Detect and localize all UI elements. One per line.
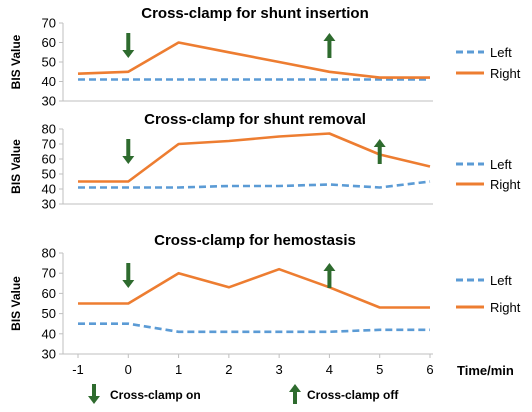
legend-label: Left bbox=[490, 273, 512, 288]
y-axis-label: BIS Value bbox=[9, 276, 23, 331]
x-tick-label: 3 bbox=[276, 362, 283, 377]
chart-panel: Cross-clamp for shunt insertion BIS Value… bbox=[9, 5, 521, 109]
legend-label: Right bbox=[490, 66, 521, 81]
chart-title: Cross-clamp for hemostasis bbox=[154, 232, 356, 249]
x-tick-label: 2 bbox=[225, 362, 232, 377]
chart-title: Cross-clamp for shunt insertion bbox=[141, 5, 369, 22]
legend-label: Left bbox=[490, 45, 512, 60]
chart-panel: Cross-clamp for hemostasis BIS Value 30 40 5… bbox=[9, 232, 521, 362]
y-tick-label: 40 bbox=[42, 182, 56, 197]
x-tick-label: 0 bbox=[125, 362, 132, 377]
series-line-left bbox=[78, 180, 431, 189]
y-tick-label: 80 bbox=[42, 122, 56, 137]
up-arrow-icon bbox=[289, 384, 301, 404]
clamp-off-arrow-icon bbox=[373, 139, 386, 164]
y-tick-label: 50 bbox=[42, 55, 56, 70]
y-axis-label: BIS Value bbox=[9, 139, 23, 194]
y-tick-label: 50 bbox=[42, 167, 56, 182]
x-tick-label: 4 bbox=[326, 362, 333, 377]
clamp-on-arrow-icon bbox=[122, 139, 135, 164]
legend-label: Right bbox=[490, 177, 521, 192]
y-tick-label: 70 bbox=[42, 137, 56, 152]
x-tick-label: 6 bbox=[426, 362, 433, 377]
chart-title: Cross-clamp for shunt removal bbox=[144, 111, 366, 128]
legend-label: Right bbox=[490, 300, 521, 315]
x-tick-label: -1 bbox=[72, 362, 84, 377]
clamp-on-arrow-icon bbox=[122, 33, 135, 58]
chart-panel: Cross-clamp for shunt removal BIS Value 30… bbox=[9, 111, 521, 212]
series-line-right bbox=[77, 41, 430, 79]
legend: Left Right bbox=[456, 273, 521, 315]
legend-label: Left bbox=[490, 157, 512, 172]
y-tick-label: 60 bbox=[42, 35, 56, 50]
y-tick-label: 30 bbox=[42, 197, 56, 212]
clamp-off-arrow-icon bbox=[323, 33, 336, 58]
x-tick-label: 5 bbox=[376, 362, 383, 377]
y-tick-label: 40 bbox=[42, 326, 56, 341]
clamp-on-arrow-icon bbox=[122, 263, 135, 288]
clamp-off-arrow-icon bbox=[323, 263, 336, 288]
y-tick-label: 80 bbox=[42, 246, 56, 261]
y-tick-label: 70 bbox=[42, 266, 56, 281]
x-axis-label: Time/min bbox=[457, 363, 514, 378]
y-tick-label: 30 bbox=[42, 94, 56, 109]
series-line-left bbox=[78, 322, 430, 334]
y-tick-label: 70 bbox=[42, 16, 56, 31]
legend: Left Right bbox=[456, 157, 521, 192]
clamp-off-label: Cross-clamp off bbox=[307, 388, 399, 402]
x-axis: Time/min -1 0 1 2 3 4 5 6 bbox=[72, 354, 514, 378]
clamp-off-legend: Cross-clamp off bbox=[289, 384, 399, 404]
y-tick-label: 60 bbox=[42, 286, 56, 301]
y-axis-label: BIS Value bbox=[9, 34, 23, 89]
chart-panels: Cross-clamp for shunt insertion BIS Value… bbox=[9, 5, 521, 362]
series-line-right bbox=[78, 267, 430, 309]
footer-legend: Cross-clamp on Cross-clamp off bbox=[88, 384, 399, 404]
legend: Left Right bbox=[456, 45, 521, 81]
down-arrow-icon bbox=[88, 384, 100, 404]
y-tick-label: 60 bbox=[42, 152, 56, 167]
y-tick-label: 50 bbox=[42, 306, 56, 321]
series-line-right bbox=[78, 132, 431, 183]
clamp-on-legend: Cross-clamp on bbox=[88, 384, 201, 404]
clamp-on-label: Cross-clamp on bbox=[110, 388, 201, 402]
y-tick-label: 40 bbox=[42, 74, 56, 89]
x-tick-label: 1 bbox=[175, 362, 182, 377]
y-tick-label: 30 bbox=[42, 347, 56, 362]
